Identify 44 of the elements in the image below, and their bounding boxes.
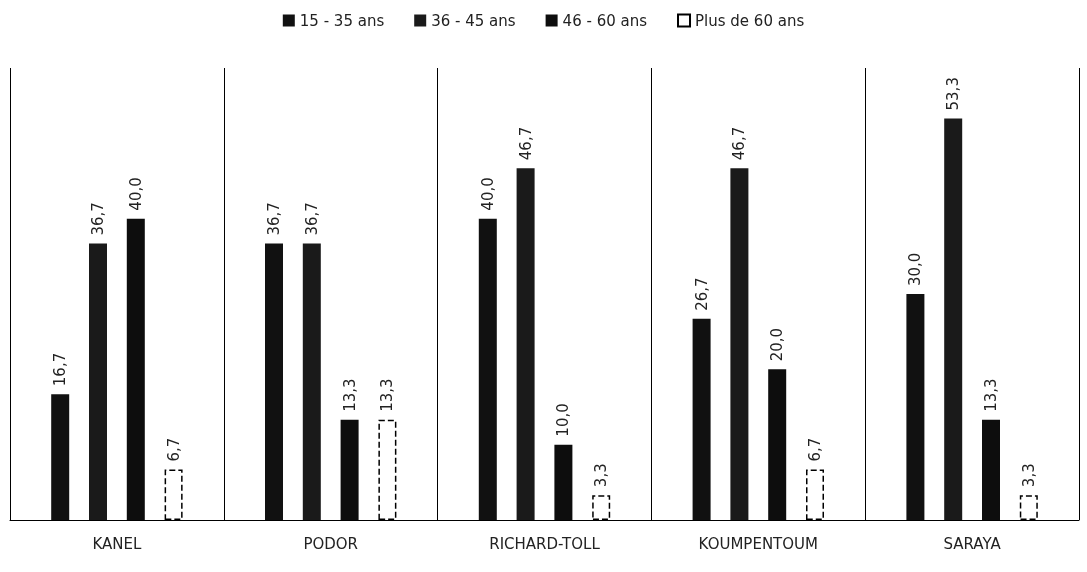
data-label: 36,7	[89, 202, 107, 236]
legend-label: 46 - 60 ans	[562, 11, 648, 30]
x-tick-label: SARAYA	[943, 534, 1002, 553]
data-label: 20,0	[768, 327, 787, 362]
bar	[944, 118, 963, 520]
bar	[554, 444, 573, 520]
data-label: 40,0	[126, 177, 145, 211]
data-label: 36,7	[265, 202, 283, 236]
bar	[265, 243, 283, 520]
x-tick-label: RICHARD-TOLL	[489, 534, 601, 553]
bar	[89, 243, 107, 520]
x-tick-label: KOUMPENTOUM	[698, 534, 818, 553]
bar	[730, 168, 749, 520]
data-label: 6,7	[806, 437, 824, 462]
data-label: 26,7	[692, 277, 711, 311]
data-label: 46,7	[516, 126, 535, 161]
bar	[768, 369, 787, 520]
data-label: 13,3	[982, 378, 1000, 412]
data-label: 46,7	[730, 126, 749, 161]
legend-label: Plus de 60 ans	[695, 11, 805, 30]
data-label: 3,3	[1019, 463, 1038, 488]
x-tick-label: KANEL	[92, 534, 142, 553]
legend-label: 15 - 35 ans	[299, 11, 385, 30]
data-label: 13,3	[378, 378, 397, 412]
bar	[126, 218, 145, 520]
bar	[51, 394, 70, 520]
data-label: 10,0	[554, 403, 573, 437]
bar	[340, 419, 359, 520]
bar	[692, 318, 711, 520]
bar	[906, 294, 925, 520]
bar	[478, 218, 497, 520]
data-label: 36,7	[302, 202, 321, 236]
data-label: 6,7	[164, 437, 183, 462]
data-label: 30,0	[906, 252, 925, 286]
bar	[982, 419, 1000, 520]
bar	[516, 168, 535, 520]
legend-label: 36 - 45 ans	[431, 11, 516, 30]
data-label: 53,3	[944, 77, 963, 111]
data-label: 16,7	[51, 352, 70, 387]
data-label: 3,3	[592, 463, 611, 488]
x-tick-label: PODOR	[303, 534, 359, 553]
data-label: 40,0	[478, 177, 497, 211]
data-label: 13,3	[340, 378, 359, 412]
bar	[302, 243, 321, 520]
